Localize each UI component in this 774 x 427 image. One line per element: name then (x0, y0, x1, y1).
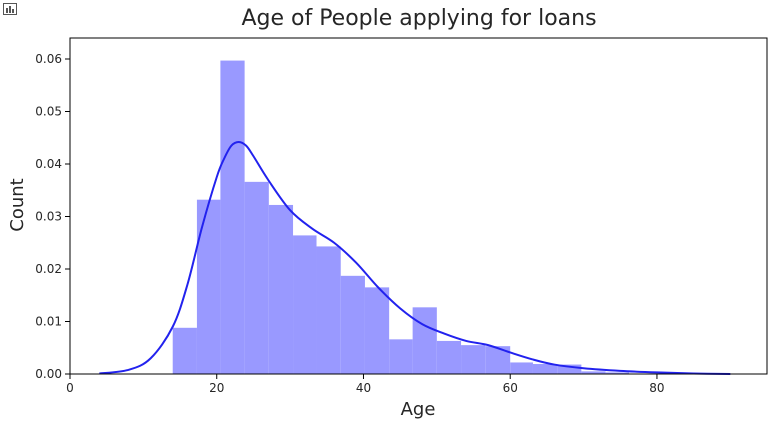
y-tick-label: 0.06 (35, 52, 62, 66)
x-tick-label: 80 (649, 381, 664, 395)
x-axis-label: Age (401, 399, 436, 420)
y-tick-label: 0.01 (35, 315, 62, 329)
histogram-bar (293, 235, 317, 374)
histogram-bar (581, 371, 606, 374)
histogram-bar (510, 362, 533, 374)
histogram-bar (340, 275, 365, 374)
bar-chart-icon[interactable] (3, 3, 17, 15)
axes-layer (69, 37, 768, 375)
kde-line (99, 140, 731, 375)
y-tick-label: 0.03 (35, 210, 62, 224)
histogram-bar (389, 339, 413, 374)
histogram-bar (316, 246, 341, 374)
histogram-bar (172, 327, 197, 374)
histogram-bar (532, 364, 558, 374)
y-tick-label: 0.00 (35, 367, 62, 381)
histogram-bar (220, 60, 245, 374)
x-tick-label: 40 (356, 381, 371, 395)
x-tick-label: 0 (66, 381, 74, 395)
bars-layer (172, 60, 630, 374)
chart-title: Age of People applying for loans (241, 6, 596, 31)
histogram-bar (196, 199, 221, 374)
y-tick-label: 0.02 (35, 262, 62, 276)
y-tick-label: 0.05 (35, 105, 62, 119)
histogram-bar (461, 345, 486, 374)
histogram-bar (436, 340, 462, 374)
histogram-bar (268, 204, 294, 374)
histogram-bar (557, 364, 582, 374)
y-tick-label: 0.04 (35, 157, 62, 171)
x-tick-label: 20 (209, 381, 224, 395)
plot-frame (69, 37, 768, 375)
histogram-bar (412, 307, 437, 374)
histogram-bar (605, 372, 630, 374)
histogram-bar (244, 181, 269, 374)
y-axis-label: Count (7, 178, 28, 231)
ticks-layer: 0 20 40 60 80 0.00 0.01 0.02 0.03 0.04 0.05 0.06 (35, 52, 664, 395)
histogram-bar (364, 287, 390, 374)
x-tick-label: 60 (503, 381, 518, 395)
